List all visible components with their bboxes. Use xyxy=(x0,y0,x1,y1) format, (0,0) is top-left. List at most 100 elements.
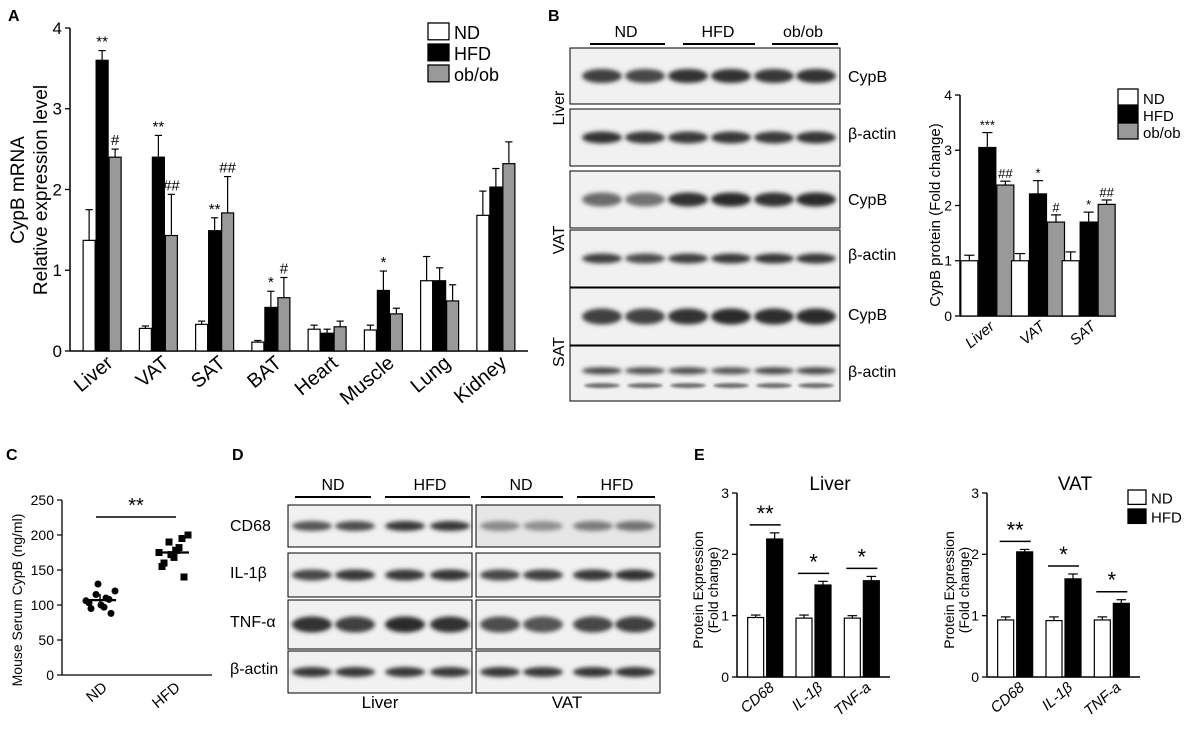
blot-band xyxy=(523,521,563,531)
category-label: ND xyxy=(83,679,111,706)
legend-swatch-ND xyxy=(1117,88,1139,106)
bar-obob xyxy=(389,313,403,352)
bar-HFD xyxy=(978,146,997,317)
blot-b-tissue-vat: VAT xyxy=(551,225,568,254)
blot-band xyxy=(573,569,613,581)
blot-b-row-bactin-vat: β-actin xyxy=(848,247,896,264)
category-label: IL-1β xyxy=(789,679,827,714)
blot-band xyxy=(615,521,655,531)
blot-band xyxy=(754,131,794,144)
category-label: CD68 xyxy=(737,679,778,717)
point-nd xyxy=(107,609,115,617)
blot-band xyxy=(796,253,836,264)
panel-label-d: D xyxy=(232,447,244,464)
significance-marker: * xyxy=(380,254,386,271)
significance-marker: ** xyxy=(96,34,108,51)
legend-label: ob/ob xyxy=(1143,125,1181,142)
blot-d-tissue-liver: Liver xyxy=(362,693,399,712)
blot-band xyxy=(573,667,613,677)
blot-band xyxy=(523,667,563,677)
bar-obob xyxy=(221,212,235,352)
blot-band xyxy=(573,616,613,633)
bar-ND xyxy=(251,341,265,352)
category-label: SAT xyxy=(1067,317,1101,349)
blot-band xyxy=(754,69,794,83)
y-tick-label: 2 xyxy=(971,546,979,562)
bar-HFD xyxy=(208,230,222,352)
category-label: VAT xyxy=(132,352,174,392)
category-label: TNF-a xyxy=(831,679,874,719)
blot-b-group-nd: ND xyxy=(614,24,637,41)
blot-b-row-cypb-liver: CypB xyxy=(848,69,887,86)
point-nd xyxy=(87,605,95,612)
significance-marker: ** xyxy=(757,501,775,526)
significance-marker: ** xyxy=(153,118,165,135)
blot-d-row-cd68: CD68 xyxy=(230,518,271,535)
y-tick-label: 200 xyxy=(31,527,55,543)
blot-band xyxy=(430,616,470,633)
category-label: Liver xyxy=(962,317,999,352)
blot-band xyxy=(711,367,751,375)
bar-ND xyxy=(960,260,979,317)
blot-b-row-cypb-sat: CypB xyxy=(848,307,887,324)
legend-swatch-HFD xyxy=(427,43,450,62)
panel-e-liver-ylabel-line1: Protein Expression xyxy=(690,531,706,649)
panel-b-western-blot: ND HFD ob/ob Liver VAT SAT CypB β-actin … xyxy=(551,24,896,402)
bar-ND xyxy=(420,280,434,352)
blot-band xyxy=(668,253,708,264)
legend-label: HFD xyxy=(1151,510,1182,527)
bar-ND xyxy=(307,328,321,352)
blot-band xyxy=(480,521,520,531)
significance-marker: * xyxy=(1059,542,1068,567)
y-tick-label: 3 xyxy=(971,485,979,501)
blot-band xyxy=(615,667,655,677)
y-tick-label: 2 xyxy=(944,197,952,213)
blot-band xyxy=(756,383,792,389)
bar-ND xyxy=(1093,619,1111,678)
blot-band xyxy=(584,383,620,389)
point-nd xyxy=(94,580,102,588)
bar-obob xyxy=(502,163,516,352)
category-label: VAT xyxy=(1017,317,1050,349)
blot-d-row-tnfa: TNF-α xyxy=(230,614,276,631)
y-tick-label: 4 xyxy=(944,87,952,103)
blot-band xyxy=(713,383,749,389)
bar-obob xyxy=(164,234,178,352)
category-label: CD68 xyxy=(987,679,1028,717)
blot-band xyxy=(480,569,520,581)
blot-band xyxy=(796,308,836,325)
y-tick-label: 50 xyxy=(38,632,54,648)
point-hfd xyxy=(165,538,173,546)
bar-HFD xyxy=(862,580,880,678)
y-tick-label: 1 xyxy=(721,608,729,624)
blot-band xyxy=(754,192,794,207)
category-label: Liver xyxy=(70,352,118,397)
bar-HFD xyxy=(376,289,390,352)
y-tick-label: 3 xyxy=(944,142,952,158)
blot-band xyxy=(798,383,834,389)
point-hfd xyxy=(184,531,192,539)
blot-band xyxy=(668,308,708,325)
category-label: SAT xyxy=(187,352,230,393)
bar-HFD xyxy=(1079,221,1098,317)
blot-band xyxy=(430,667,470,677)
bar-obob xyxy=(446,300,460,352)
blot-band xyxy=(711,192,751,207)
blot-b-row-bactin-sat: β-actin xyxy=(848,364,896,381)
blot-band xyxy=(796,131,836,144)
panel-label-a: A xyxy=(8,8,20,25)
blot-band xyxy=(796,192,836,207)
category-label: Muscle xyxy=(336,352,399,410)
category-label: IL-1β xyxy=(1039,679,1077,714)
blot-band xyxy=(625,253,665,264)
y-tick-label: 4 xyxy=(53,19,62,38)
panel-e-vat-ylabel-line1: Protein Expression xyxy=(941,531,957,649)
blot-band xyxy=(292,667,332,677)
bar-obob xyxy=(333,326,347,352)
category-label: Kidney xyxy=(450,352,511,408)
bar-ND xyxy=(138,327,152,352)
blot-b-group-obob: ob/ob xyxy=(783,24,823,41)
blot-band xyxy=(292,616,332,633)
panel-label-e: E xyxy=(694,447,705,464)
blot-band xyxy=(754,253,794,264)
